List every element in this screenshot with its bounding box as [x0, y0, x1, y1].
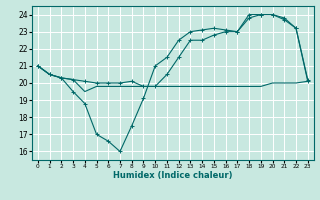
X-axis label: Humidex (Indice chaleur): Humidex (Indice chaleur)	[113, 171, 233, 180]
